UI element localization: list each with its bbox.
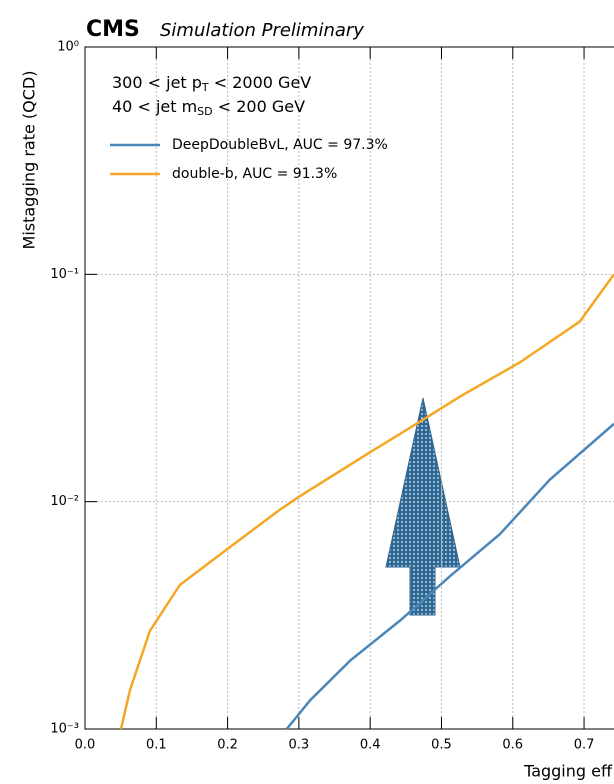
legend-label: DeepDoubleBvL, AUC = 97.3%	[172, 137, 388, 153]
chart-subtitle: Simulation Preliminary	[160, 20, 364, 41]
legend-label: double-b, AUC = 91.3%	[172, 166, 337, 182]
x-tick-label: 0.0	[75, 738, 96, 753]
x-tick-label: 0.7	[574, 738, 595, 753]
x-tick-label: 0.5	[431, 738, 452, 753]
annotation-subscript: SD	[197, 105, 212, 118]
annotation-text: < 200 GeV	[213, 97, 305, 116]
annotation: 40 < jet mSD < 200 GeV	[112, 97, 305, 119]
y-axis-label: Mistagging rate (QCD)	[20, 71, 39, 250]
y-tick-label: 10⁻²	[50, 494, 79, 509]
line-series	[119, 273, 614, 730]
x-tick-label: 0.6	[502, 738, 523, 753]
annotation-text: < 2000 GeV	[209, 73, 312, 92]
annotation-subscript: T	[201, 81, 209, 94]
annotation-text: 40 < jet m	[112, 97, 197, 116]
annotation: 300 < jet pT < 2000 GeV	[112, 73, 311, 95]
y-tick-label: 10⁻¹	[50, 267, 79, 282]
x-tick-label: 0.2	[217, 738, 238, 753]
x-tick-label: 0.3	[289, 738, 310, 753]
x-tick-label: 0.1	[146, 738, 167, 753]
chart-title: CMS	[86, 17, 140, 42]
annotation-text: 300 < jet p	[112, 73, 202, 92]
axes-frame	[84, 46, 614, 730]
x-tick-label: 0.4	[360, 738, 381, 753]
x-axis-label: Tagging eff	[523, 762, 613, 781]
arrow-annotation	[385, 397, 461, 616]
y-tick-label: 10⁻³	[50, 722, 79, 737]
y-tick-label: 10⁰	[57, 40, 79, 55]
line-series	[285, 422, 614, 730]
